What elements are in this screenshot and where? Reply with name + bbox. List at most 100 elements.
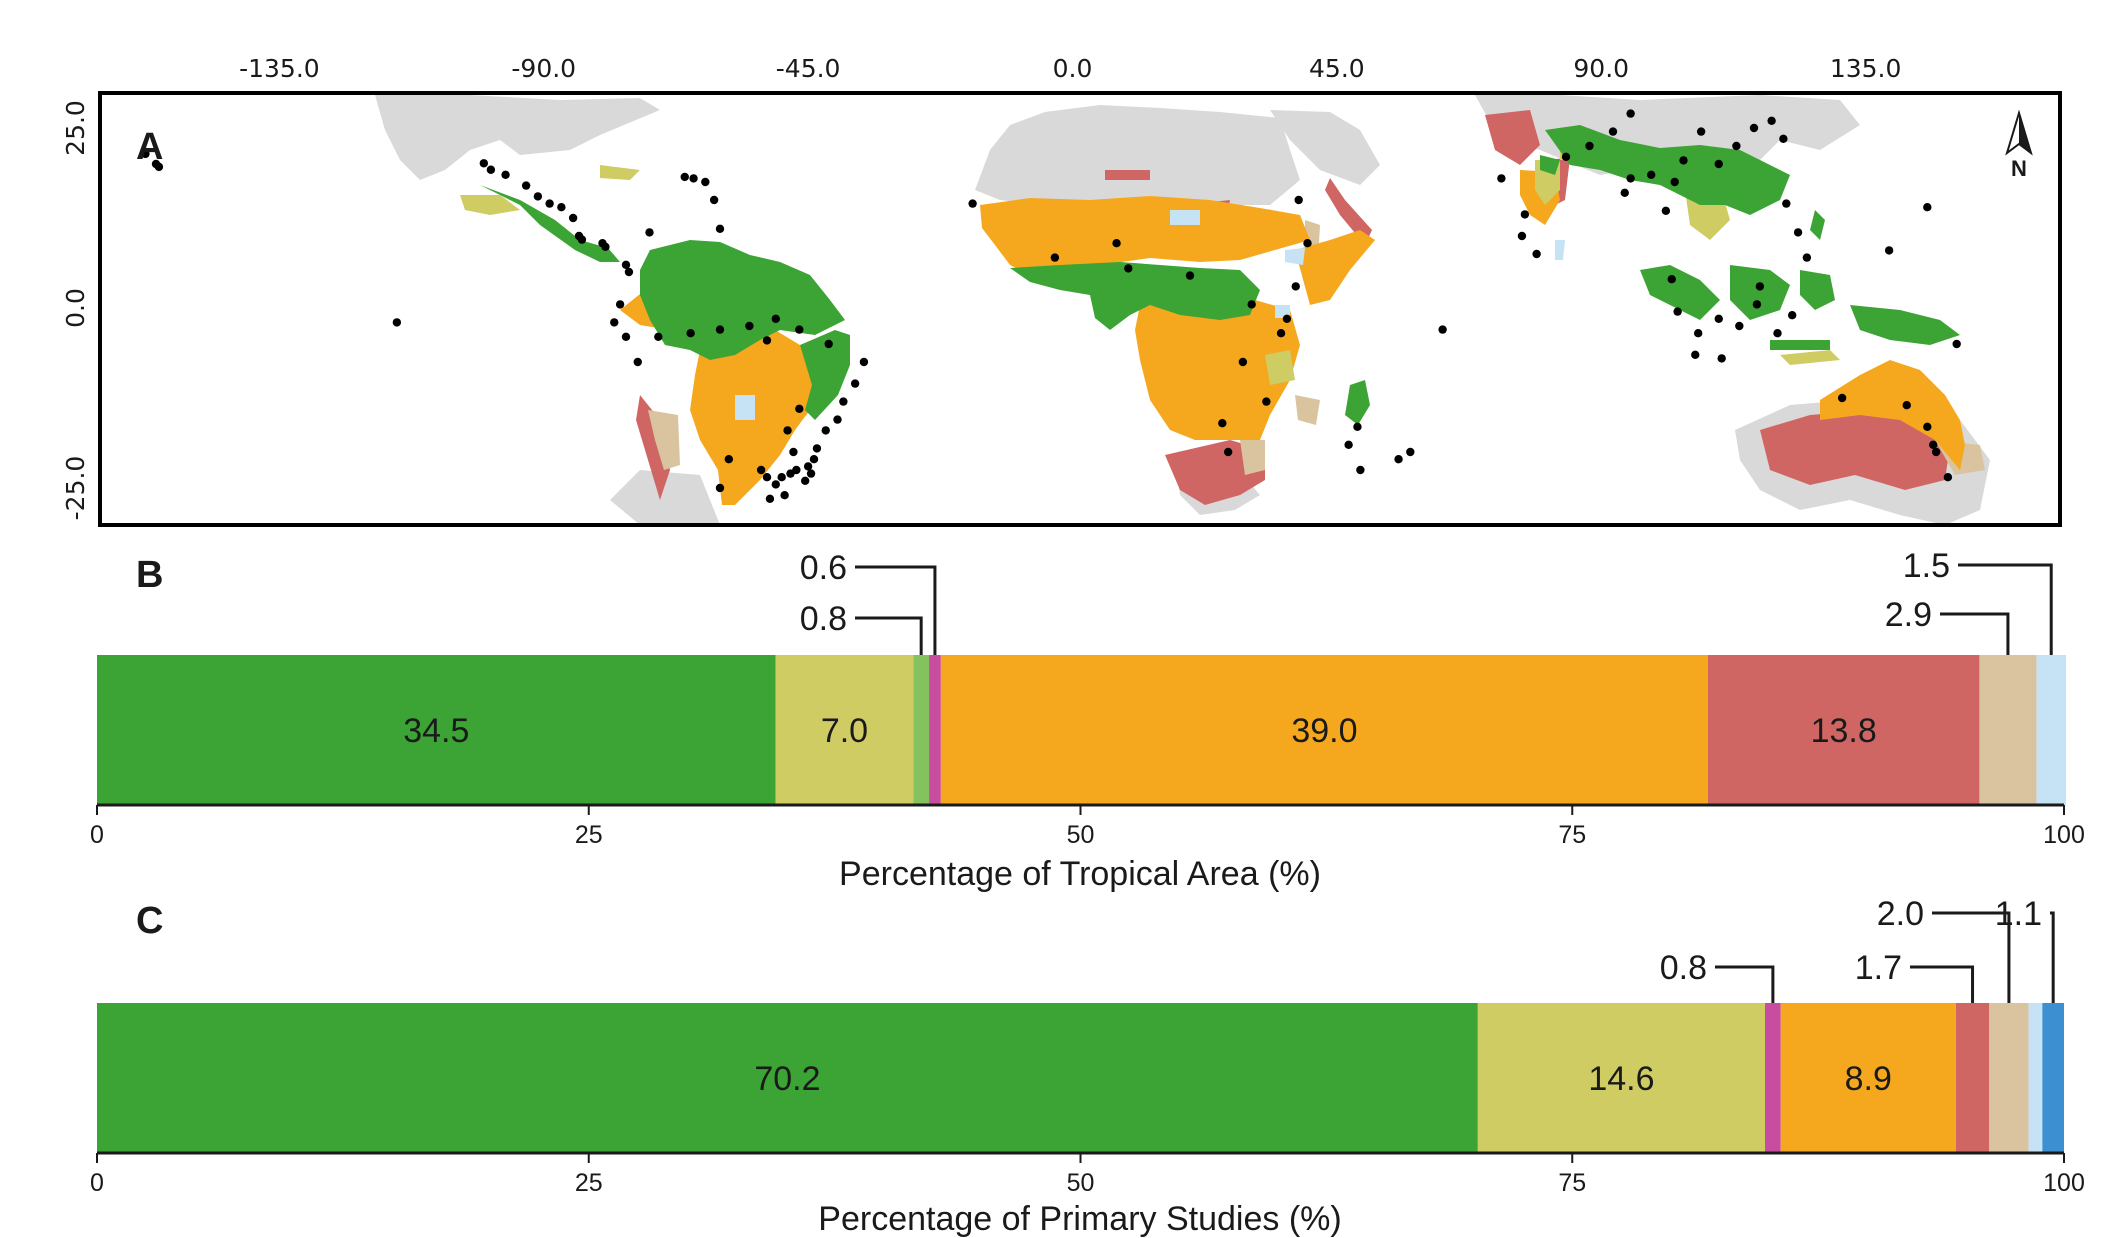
study-point — [1238, 357, 1248, 367]
study-point — [1779, 134, 1788, 143]
study-point — [501, 170, 510, 179]
study-point — [1928, 440, 1938, 449]
study-point — [1532, 249, 1541, 259]
study-point — [533, 192, 543, 201]
study-point — [745, 321, 754, 331]
study-point — [1931, 447, 1941, 457]
study-point — [151, 159, 161, 169]
study-point — [601, 242, 610, 251]
study-point — [568, 213, 578, 223]
study-point — [1561, 152, 1571, 161]
panel-b-stacked-bar: B 34.5 7.0 39.0 13.8 0.6 0.8 1.5 2.9 0 25 50 75 100… — [90, 547, 2085, 893]
longitude-tick-label: 45.0 — [1309, 54, 1365, 83]
study-point — [1884, 246, 1894, 255]
study-point — [1802, 253, 1812, 262]
study-point — [2114, 430, 2122, 438]
study-point — [850, 379, 860, 388]
study-point — [724, 455, 734, 464]
study-point — [1691, 350, 1700, 359]
segment-value-label: 70.2 — [754, 1060, 820, 1098]
study-point — [1673, 307, 1682, 316]
study-point — [1282, 314, 1292, 323]
panel-label-c: C — [136, 900, 163, 942]
study-point — [633, 357, 642, 367]
bar-segment — [1765, 1003, 1781, 1153]
green-moist-layer — [440, 125, 1960, 425]
study-point — [783, 426, 792, 435]
study-point — [1218, 419, 1227, 428]
panel-label-a: A — [136, 126, 163, 168]
callout-leader-line — [855, 616, 923, 655]
study-point — [806, 469, 816, 478]
study-point — [800, 476, 810, 485]
study-point — [1438, 325, 1447, 334]
study-point — [824, 339, 833, 349]
longitude-tick-label: -90.0 — [511, 54, 576, 83]
study-point — [1923, 203, 1932, 212]
bar-segment — [2036, 655, 2066, 805]
study-points — [141, 109, 2122, 503]
bar-segment — [929, 655, 941, 805]
study-point — [833, 415, 842, 424]
callout-value-label: 2.9 — [1885, 596, 1932, 634]
study-point — [1767, 116, 1776, 126]
study-point — [780, 491, 789, 500]
study-point — [1902, 401, 1911, 410]
x-axis-tick-label: 75 — [1558, 1169, 1586, 1197]
study-point — [715, 483, 725, 493]
study-point — [812, 444, 822, 453]
longitude-tick-label: 0.0 — [1053, 54, 1093, 83]
study-point — [1714, 159, 1723, 169]
study-point — [701, 177, 710, 187]
study-point — [839, 397, 848, 406]
study-point — [762, 473, 772, 482]
study-point — [1749, 123, 1759, 133]
segment-value-label: 39.0 — [1291, 712, 1357, 750]
study-point — [479, 159, 489, 168]
bar-segment — [1707, 655, 1980, 805]
study-point — [765, 494, 775, 503]
study-point — [1112, 239, 1121, 248]
latitude-tick-label: -25.0 — [61, 456, 90, 521]
study-point — [756, 465, 766, 475]
study-point — [1124, 264, 1133, 273]
study-point — [795, 325, 804, 334]
study-point — [686, 329, 695, 338]
study-point — [1661, 206, 1671, 215]
bar-segment — [97, 1003, 1478, 1153]
study-point — [1693, 329, 1703, 338]
callout-value-label: 0.8 — [800, 600, 847, 638]
study-point — [1620, 188, 1629, 197]
x-axis-tick-label: 50 — [1067, 821, 1095, 849]
x-axis-tick-label: 100 — [2043, 821, 2085, 849]
study-point — [709, 195, 719, 205]
study-point — [2096, 433, 2104, 441]
callout-leader-line — [1910, 965, 1975, 1003]
study-point — [1752, 300, 1762, 309]
bar-segment — [2042, 1003, 2064, 1153]
map-latitude-ticks: 25.0 0.0 -25.0 — [61, 100, 90, 520]
study-point — [392, 318, 402, 327]
study-point — [1732, 141, 1741, 151]
study-point — [521, 181, 531, 190]
study-point — [1773, 329, 1782, 338]
study-point — [1262, 397, 1271, 406]
bar-segment — [1979, 655, 2037, 805]
study-point — [615, 300, 625, 309]
study-point — [968, 199, 977, 208]
light-blue-layer — [735, 210, 1565, 420]
study-point — [786, 469, 795, 478]
study-point — [1353, 422, 1362, 431]
callout-leader-line — [1958, 563, 2053, 655]
study-point — [1344, 440, 1353, 449]
study-point — [1294, 195, 1303, 205]
study-point — [1223, 447, 1233, 457]
study-point — [1608, 127, 1618, 136]
x-axis-tick-label: 25 — [575, 821, 603, 849]
study-point — [689, 174, 698, 183]
segment-value-label: 14.6 — [1588, 1060, 1654, 1098]
x-axis-tick-label: 0 — [90, 1169, 104, 1197]
segment-value-label: 13.8 — [1811, 712, 1877, 750]
study-point — [762, 336, 772, 345]
